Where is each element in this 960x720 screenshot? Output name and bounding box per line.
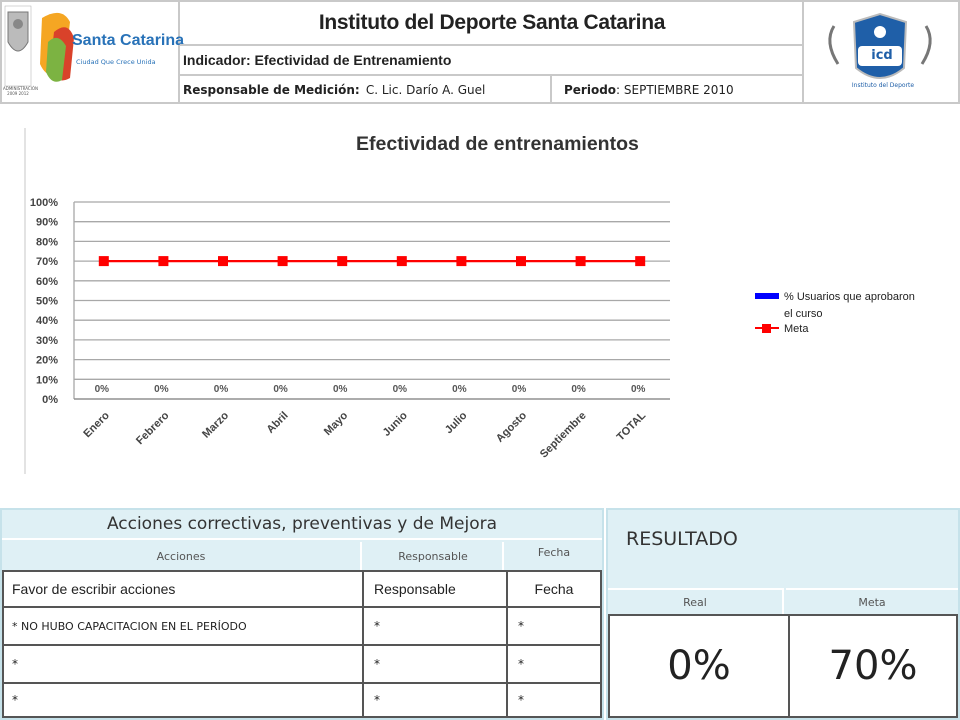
bar-data-label: 0% [512,384,527,395]
y-axis-ticks: 0% 10% 20% 30% 40% 50% 60% 70% 80% 90% 100% [30,197,58,406]
bar-data-label: 0% [393,384,408,395]
x-tick-label: Julio [443,409,470,436]
bar-data-label: 0% [214,384,229,395]
y-tick-label: 40% [36,315,58,327]
action-row-3-accion[interactable]: * [2,682,364,718]
y-tick-label: 60% [36,276,58,288]
x-tick-label: Abril [265,410,291,436]
col-header-real: Real [608,588,784,614]
action-row-1-accion[interactable]: * NO HUBO CAPACITACION EN EL PERÍODO [2,606,364,646]
meta-marker [635,256,646,267]
actions-title: Acciones correctivas, preventivas y de M… [2,510,602,540]
meta-marker [277,256,288,267]
y-tick-label: 10% [36,374,58,386]
action-row-2-fecha[interactable]: * [506,644,602,684]
x-tick-label: Marzo [200,409,231,440]
x-tick-label: Junio [381,409,410,438]
action-input-field[interactable]: Favor de escribir acciones [2,570,364,608]
chart-frame-line [24,128,26,474]
meta-marker [337,256,348,267]
meta-marker [98,256,109,267]
icd-logo-caption: Instituto del Deporte [851,82,915,89]
actions-table: Acciones correctivas, preventivas y de M… [0,508,604,720]
bar-data-label: 0% [571,384,586,395]
responsible-field: Responsable de Medición: C. Lic. Darío A… [180,76,552,104]
legend-label-usuarios-line2: el curso [784,308,823,320]
x-tick-label: Mayo [322,409,351,438]
meta-value: 70% [788,614,958,718]
x-tick-label: Septiembre [538,410,589,461]
responsible-label: Responsable de Medición [183,83,355,97]
logo-tagline: Ciudad Que Crece Unida [76,58,156,66]
col-header-meta: Meta [786,588,958,614]
meta-marker [456,256,467,267]
legend-marker-meta [762,324,771,333]
col-header-fecha: Fecha [537,545,571,559]
meta-marker [158,256,169,267]
x-tick-label: TOTAL [615,409,649,443]
action-row-1-responsable[interactable]: * [362,606,508,646]
col-header-responsable: Responsable [364,542,504,570]
santa-catarina-logo-box: Santa Catarina Ciudad Que Crece Unida AD… [0,0,184,104]
meta-marker [516,256,526,267]
bar-data-label: 0% [333,384,348,395]
responsable-input-field[interactable]: Responsable [362,570,508,608]
logo-admin-text: ADMINISTRACIÓN 2009 2012 [3,86,38,96]
bar-data-label: 0% [452,384,467,395]
meta-marker [396,256,407,267]
meta-marker [218,256,228,267]
bar-data-label: 0% [95,384,110,395]
y-tick-label: 100% [30,197,58,209]
action-row-1-fecha[interactable]: * [506,606,602,646]
y-tick-label: 0% [42,394,58,406]
legend-label-usuarios-line1: % Usuarios que aprobaron [784,291,915,303]
header-info: Instituto del Deporte Santa Catarina Ind… [180,0,804,104]
santa-catarina-logo [4,5,74,87]
page-title: Instituto del Deporte Santa Catarina [180,2,804,46]
chart-grid [73,201,670,400]
logo-text: Santa Catarina [72,32,185,49]
action-row-2-accion[interactable]: * [2,644,364,684]
period-value: SEPTIEMBRE 2010 [623,83,734,97]
y-tick-label: 20% [36,355,58,367]
icd-logo-text: icd [871,48,893,63]
result-table: RESULTADO Real Meta 0% 70% [606,508,960,720]
y-tick-label: 90% [36,217,58,229]
bar-data-label: 0% [631,384,646,395]
icd-logo-box: icd Instituto del Deporte [804,0,960,104]
responsible-value: C. Lic. Darío A. Guel [365,83,486,97]
chart-title: Efectividad de entrenamientos [356,133,639,155]
action-row-2-responsable[interactable]: * [362,644,508,684]
period-field: Periodo: SEPTIEMBRE 2010 [564,83,734,97]
chart-legend: % Usuarios que aprobaron el curso Meta [755,291,915,335]
y-tick-label: 50% [36,296,58,308]
icd-logo [828,12,932,79]
chart-series: 0% 0% 0% 0% 0% 0% 0% 0% 0% 0% [95,256,646,395]
y-tick-label: 30% [36,335,58,347]
result-title: RESULTADO [626,528,738,550]
bar-data-label: 0% [273,384,288,395]
chart-svg: 0%10%20%30%40%50%60%70%80%90%100% 0% 0% 0%… [30,197,915,460]
meta-marker [575,256,586,267]
action-row-3-fecha[interactable]: * [506,682,602,718]
indicator-label: Indicador: Efectividad de Entrenamiento [180,46,804,76]
legend-swatch-usuarios [755,293,779,299]
y-tick-label: 70% [36,256,58,268]
action-row-3-responsable[interactable]: * [362,682,508,718]
x-tick-label: Agosto [494,409,529,444]
legend-label-meta: Meta [784,323,809,335]
x-tick-label: Febrero [134,409,172,447]
period-label: Periodo [564,83,617,97]
bar-data-label: 0% [154,384,169,395]
fecha-input-field[interactable]: Fecha [506,570,602,608]
real-value: 0% [608,614,790,718]
coat-of-arms-icon [7,11,29,52]
y-tick-label: 80% [36,236,58,248]
col-header-acciones: Acciones [2,542,362,570]
x-axis-ticks: Enero Febrero Marzo Abril Mayo Junio Julio Agos… [81,409,648,460]
x-tick-label: Enero [81,409,112,440]
